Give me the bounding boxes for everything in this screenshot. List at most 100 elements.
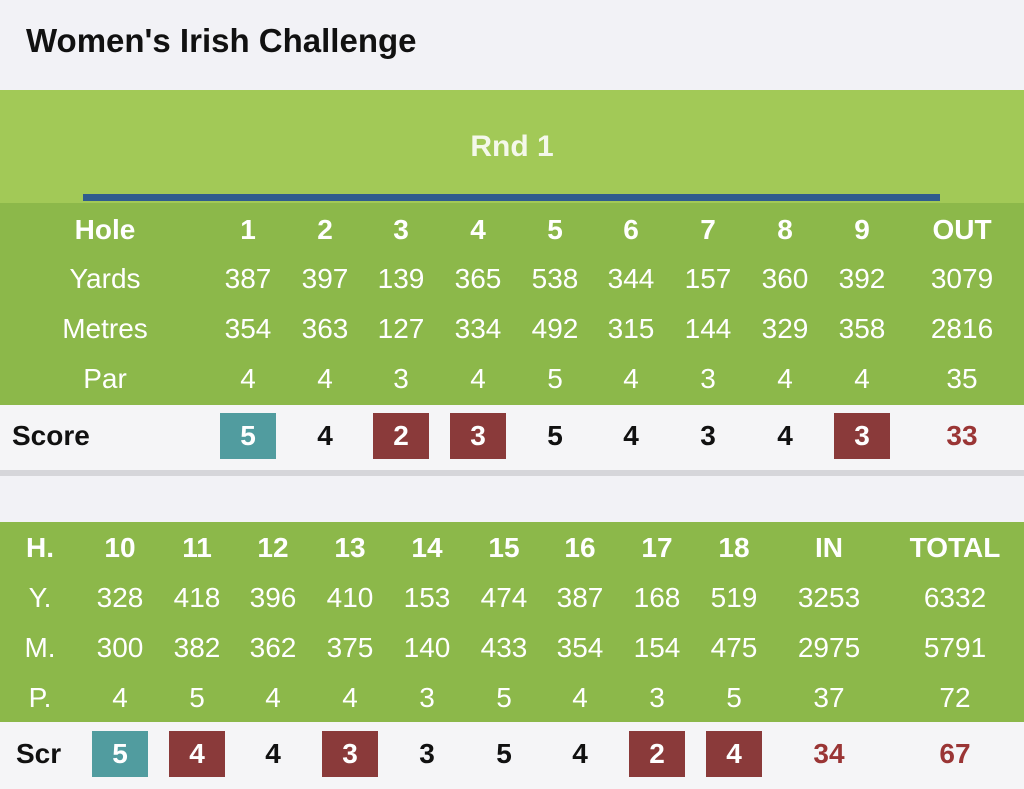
cell-value: 4 bbox=[265, 682, 281, 713]
cell-value: 72 bbox=[939, 682, 971, 713]
cell-value: 168 bbox=[633, 582, 681, 613]
hole-score: 4 bbox=[777, 420, 793, 451]
cell-value: 35 bbox=[946, 363, 978, 394]
hole-score: 3 bbox=[322, 731, 378, 777]
cell-value: 4 bbox=[777, 363, 793, 394]
hole-score: 3 bbox=[834, 413, 890, 459]
cell-value: 4 bbox=[854, 363, 870, 394]
score-label: Scr bbox=[16, 738, 62, 769]
cell-value: 4 bbox=[572, 682, 588, 713]
hole-number: IN bbox=[815, 532, 843, 563]
cell-value: 387 bbox=[224, 263, 272, 294]
cell-value: 5 bbox=[547, 363, 563, 394]
cell-value: 328 bbox=[96, 582, 144, 613]
cell-value: 358 bbox=[838, 313, 886, 344]
cell-value: 360 bbox=[761, 263, 809, 294]
row-label: H. bbox=[26, 532, 54, 563]
cell-value: 4 bbox=[342, 682, 358, 713]
hole-number: 6 bbox=[623, 214, 639, 245]
cell-value: 334 bbox=[454, 313, 502, 344]
hole-score: 5 bbox=[92, 731, 148, 777]
cell-value: 139 bbox=[377, 263, 425, 294]
hole-score: 4 bbox=[572, 738, 588, 769]
hole-number: 12 bbox=[257, 532, 289, 563]
cell-value: 3 bbox=[393, 363, 409, 394]
cell-value: 375 bbox=[326, 632, 374, 663]
cell-value: 3079 bbox=[930, 263, 994, 294]
row-label: M. bbox=[24, 632, 56, 663]
cell-value: 5791 bbox=[923, 632, 987, 663]
cell-value: 6332 bbox=[923, 582, 987, 613]
cell-value: 538 bbox=[531, 263, 579, 294]
hole-score: 3 bbox=[700, 420, 716, 451]
cell-value: 4 bbox=[470, 363, 486, 394]
cell-value: 387 bbox=[556, 582, 604, 613]
cell-value: 329 bbox=[761, 313, 809, 344]
hole-number: 8 bbox=[777, 214, 793, 245]
cell-value: 5 bbox=[496, 682, 512, 713]
row-label: Par bbox=[83, 363, 127, 394]
hole-score: 4 bbox=[706, 731, 762, 777]
hole-number: 13 bbox=[334, 532, 366, 563]
cell-value: 396 bbox=[249, 582, 297, 613]
cell-value: 300 bbox=[96, 632, 144, 663]
cell-value: 433 bbox=[480, 632, 528, 663]
cell-value: 344 bbox=[607, 263, 655, 294]
cell-value: 3 bbox=[700, 363, 716, 394]
hole-number: 14 bbox=[411, 532, 443, 563]
hole-number: 5 bbox=[547, 214, 563, 245]
round-tab[interactable]: Rnd 1 bbox=[470, 130, 554, 163]
cell-value: 492 bbox=[531, 313, 579, 344]
hole-number: OUT bbox=[932, 214, 992, 245]
score-label: Score bbox=[12, 420, 90, 451]
hole-score: 5 bbox=[547, 420, 563, 451]
cell-value: 397 bbox=[301, 263, 349, 294]
hole-number: 18 bbox=[718, 532, 750, 563]
row-label: P. bbox=[28, 682, 52, 713]
back-table-bg bbox=[0, 522, 1024, 722]
row-label: Y. bbox=[28, 582, 52, 613]
cell-value: 362 bbox=[249, 632, 297, 663]
cell-value: 154 bbox=[633, 632, 681, 663]
hole-score: 4 bbox=[317, 420, 333, 451]
hole-number: 4 bbox=[470, 214, 486, 245]
hole-number: TOTAL bbox=[909, 532, 1001, 563]
total-score: 34 bbox=[813, 738, 845, 769]
hole-number: 10 bbox=[104, 532, 136, 563]
cell-value: 519 bbox=[710, 582, 758, 613]
cell-value: 365 bbox=[454, 263, 502, 294]
cell-value: 4 bbox=[112, 682, 128, 713]
cell-value: 3 bbox=[419, 682, 435, 713]
hole-number: 16 bbox=[564, 532, 596, 563]
hole-number: 7 bbox=[700, 214, 716, 245]
page-title: Women's Irish Challenge bbox=[26, 22, 417, 59]
cell-value: 3 bbox=[649, 682, 665, 713]
hole-number: 11 bbox=[182, 532, 212, 563]
cell-value: 382 bbox=[173, 632, 221, 663]
cell-value: 354 bbox=[556, 632, 604, 663]
total-score: 67 bbox=[939, 738, 971, 769]
cell-value: 140 bbox=[403, 632, 451, 663]
cell-value: 153 bbox=[403, 582, 451, 613]
cell-value: 4 bbox=[240, 363, 256, 394]
hole-number: 15 bbox=[488, 532, 520, 563]
hole-score: 4 bbox=[623, 420, 639, 451]
cell-value: 2975 bbox=[797, 632, 861, 663]
hole-score: 4 bbox=[169, 731, 225, 777]
hole-number: 1 bbox=[240, 214, 256, 245]
cell-value: 4 bbox=[317, 363, 333, 394]
cell-value: 363 bbox=[301, 313, 349, 344]
round-header bbox=[0, 90, 1024, 203]
row-label: Metres bbox=[62, 313, 148, 344]
cell-value: 410 bbox=[326, 582, 374, 613]
cell-value: 2816 bbox=[930, 313, 994, 344]
hole-number: 9 bbox=[854, 214, 870, 245]
hole-number: 3 bbox=[393, 214, 409, 245]
cell-value: 418 bbox=[173, 582, 221, 613]
hole-score: 2 bbox=[629, 731, 685, 777]
cell-value: 4 bbox=[623, 363, 639, 394]
hole-score: 2 bbox=[373, 413, 429, 459]
cell-value: 315 bbox=[607, 313, 655, 344]
cell-value: 5 bbox=[189, 682, 205, 713]
